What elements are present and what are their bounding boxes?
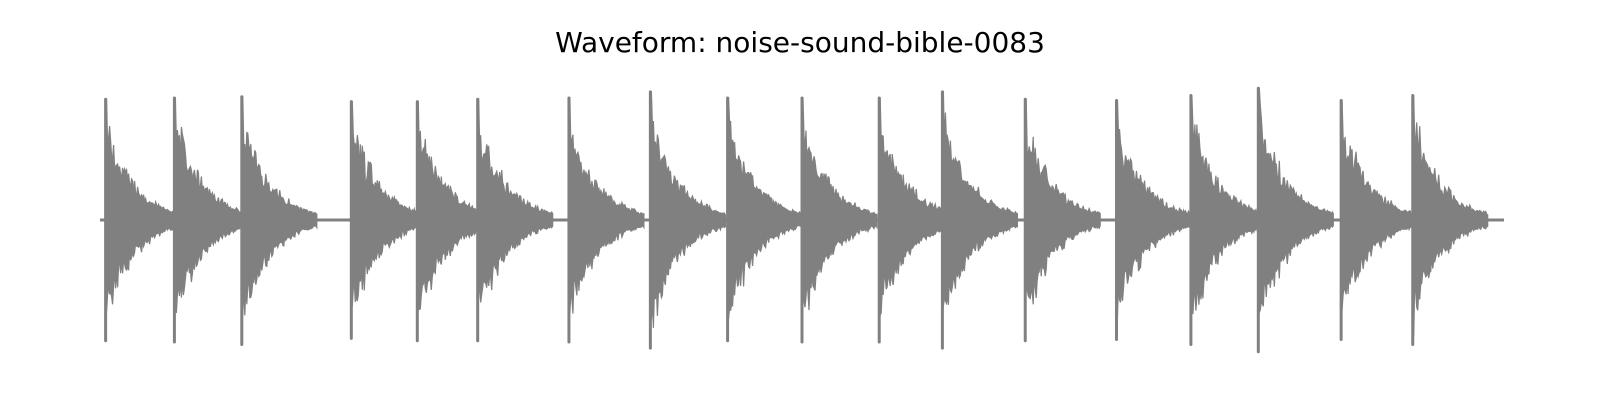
waveform-burst-17 <box>1340 99 1417 311</box>
waveform-burst-3 <box>241 96 318 316</box>
waveform-bursts <box>104 86 1489 354</box>
waveform-burst-18 <box>1412 95 1489 337</box>
waveform-burst-2 <box>173 97 250 322</box>
chart-title: Waveform: noise-sound-bible-0083 <box>555 26 1045 59</box>
waveform-burst-7 <box>568 97 645 314</box>
waveform-plot-area <box>100 86 1504 354</box>
waveform-burst-6 <box>477 98 554 312</box>
waveform-burst-12 <box>941 91 1018 317</box>
waveform-burst-4 <box>350 101 427 310</box>
waveform-burst-1 <box>105 98 182 312</box>
waveform-burst-15 <box>1190 95 1267 315</box>
waveform-burst-10 <box>801 97 878 311</box>
waveform-burst-13 <box>1024 98 1101 305</box>
waveform-burst-14 <box>1115 99 1193 319</box>
waveform-burst-8 <box>649 91 726 328</box>
waveform-burst-9 <box>727 97 804 319</box>
waveform-burst-16 <box>1257 87 1334 313</box>
